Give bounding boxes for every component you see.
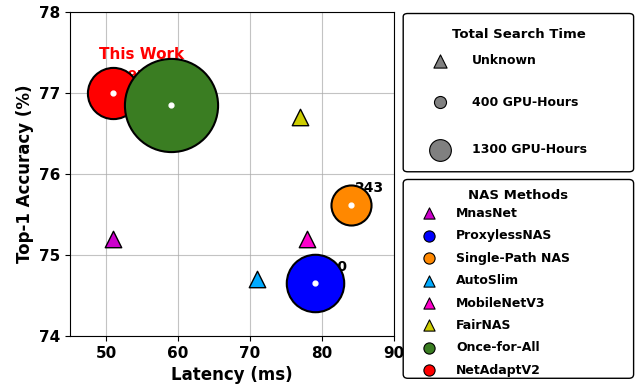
Point (435, 99, 445, 105)
Point (435, 58, 445, 64)
Point (346, 201, 356, 208)
Text: 397: 397 (118, 69, 147, 83)
X-axis label: Latency (ms): Latency (ms) (171, 366, 293, 384)
Point (435, 147, 445, 153)
Text: 400 GPU-Hours: 400 GPU-Hours (472, 96, 579, 108)
Point (424, 345, 434, 351)
Point (302, 235, 312, 242)
Point (108, 90, 118, 96)
Text: 500: 500 (319, 260, 348, 274)
Point (424, 210, 434, 217)
Point (424, 300, 434, 306)
Text: Total Search Time: Total Search Time (452, 28, 585, 41)
Text: 1315: 1315 (175, 81, 214, 95)
Point (346, 201, 356, 208)
Text: FairNAS: FairNAS (456, 319, 512, 332)
Text: AutoSlim: AutoSlim (456, 274, 519, 287)
Text: NAS Methods: NAS Methods (468, 190, 568, 202)
FancyBboxPatch shape (403, 179, 634, 378)
Point (108, 90, 118, 96)
Point (424, 255, 434, 261)
Point (252, 276, 262, 282)
Point (424, 322, 434, 328)
Point (166, 102, 176, 108)
Text: 243: 243 (355, 181, 384, 195)
Text: MnasNet: MnasNet (456, 207, 518, 220)
Text: This Work: This Work (99, 47, 184, 62)
Point (166, 102, 176, 108)
Point (310, 280, 320, 286)
Text: ProxylessNAS: ProxylessNAS (456, 229, 552, 242)
Point (108, 235, 118, 242)
Y-axis label: Top-1 Accuracy (%): Top-1 Accuracy (%) (16, 85, 34, 263)
Point (424, 278, 434, 284)
Text: Once-for-All: Once-for-All (456, 341, 540, 354)
Text: Unknown: Unknown (472, 54, 537, 68)
Point (310, 280, 320, 286)
Text: NetAdaptV2: NetAdaptV2 (456, 364, 541, 377)
Point (424, 233, 434, 239)
FancyBboxPatch shape (403, 14, 634, 172)
Text: Single-Path NAS: Single-Path NAS (456, 252, 570, 265)
Text: MobileNetV3: MobileNetV3 (456, 296, 546, 310)
Text: 1300 GPU-Hours: 1300 GPU-Hours (472, 143, 588, 156)
Point (424, 367, 434, 373)
Point (295, 114, 305, 120)
